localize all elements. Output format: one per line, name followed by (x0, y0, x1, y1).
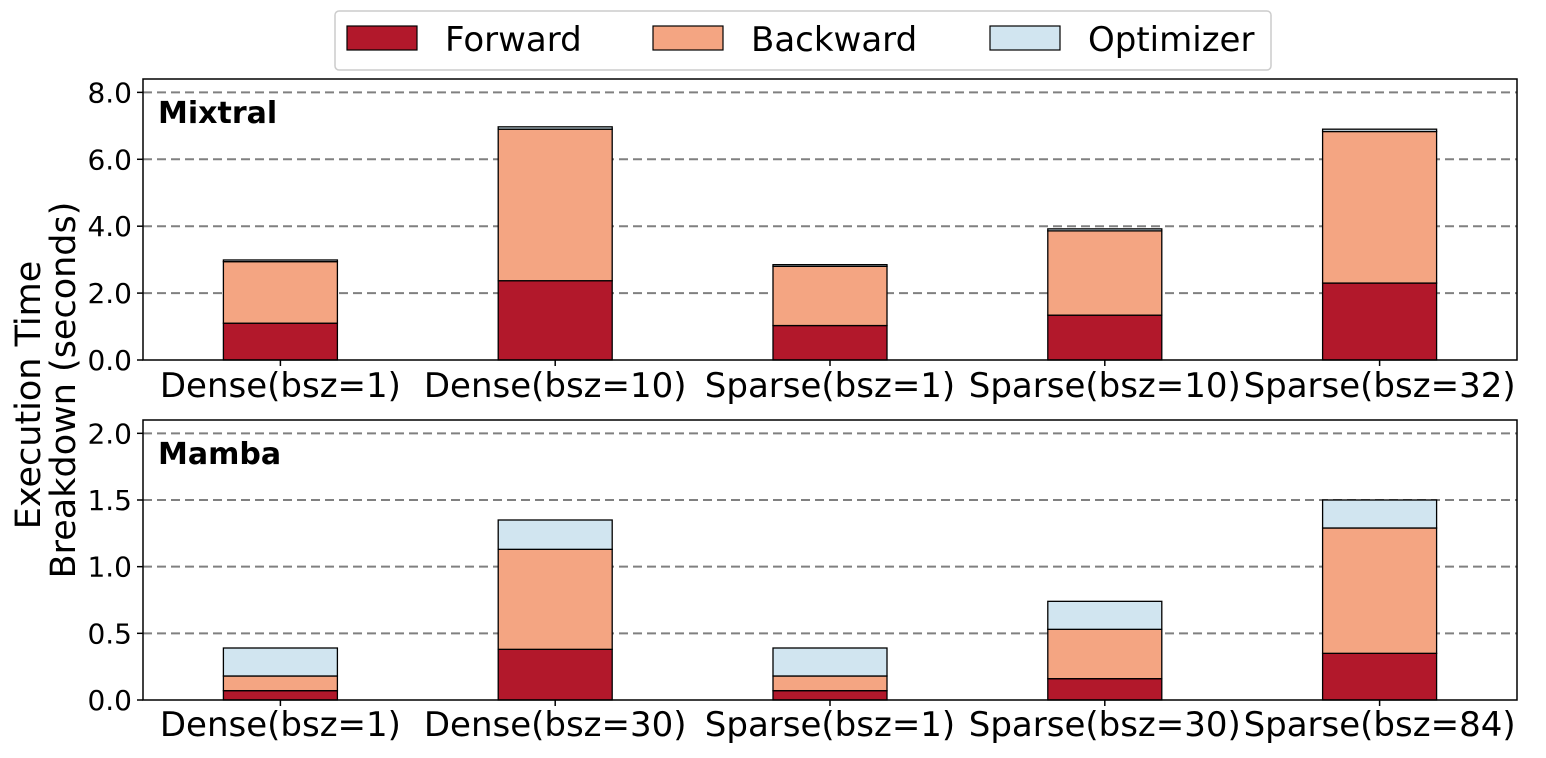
mamba-bar-optimizer-3 (1047, 600, 1163, 630)
mixtral-panel-title: Mixtral (158, 96, 277, 131)
mixtral-category-label-1: Dense(bsz=10) (424, 366, 687, 406)
mamba-bar-backward-0 (222, 675, 339, 692)
legend-label-optimizer: Optimizer (1088, 20, 1254, 60)
mamba-category-label-1: Dense(bsz=30) (424, 705, 687, 745)
mamba-ytick-label-3: 1.5 (87, 484, 132, 517)
mamba-bar-forward-4 (1321, 652, 1438, 701)
mixtral-bar-backward-4 (1321, 130, 1438, 284)
mamba-bar-forward-0 (222, 690, 339, 701)
legend-swatch-backward (652, 25, 724, 51)
mixtral-ytick-label-2: 4.0 (87, 210, 132, 243)
mixtral-bar-backward-1 (497, 128, 613, 282)
mamba-ytick-label-4: 2.0 (87, 417, 132, 450)
mixtral-bar-backward-0 (222, 260, 339, 324)
mamba-ytick-label-2: 1.0 (87, 551, 132, 584)
mixtral-bar-forward-4 (1321, 282, 1438, 361)
y-axis-label-line-1: Execution Time (9, 261, 49, 530)
mamba-category-label-2: Sparse(bsz=1) (705, 705, 955, 745)
mixtral-bar-backward-2 (772, 265, 888, 327)
mixtral-ytick-label-4: 8.0 (87, 76, 132, 109)
mamba-bar-forward-3 (1047, 678, 1163, 701)
mamba-category-label-0: Dense(bsz=1) (160, 705, 401, 745)
mamba-panel-title: Mamba (158, 437, 281, 472)
mixtral-category-label-3: Sparse(bsz=10) (969, 366, 1241, 406)
mixtral-bar-optimizer-2 (772, 264, 888, 267)
mixtral-category-label-4: Sparse(bsz=32) (1244, 366, 1516, 406)
mamba-bar-backward-2 (772, 675, 888, 692)
mixtral-bar-forward-3 (1047, 314, 1163, 361)
mamba-bar-optimizer-4 (1321, 499, 1438, 529)
mamba-bar-optimizer-2 (772, 647, 888, 677)
mixtral-bar-optimizer-4 (1321, 128, 1438, 133)
mixtral-bar-backward-3 (1047, 230, 1163, 316)
mamba-category-label-3: Sparse(bsz=30) (969, 705, 1241, 745)
mixtral-ytick-label-3: 6.0 (87, 143, 132, 176)
mamba-bar-backward-1 (497, 548, 613, 650)
mamba-bar-optimizer-0 (222, 647, 339, 677)
mixtral-ytick-label-0: 0.0 (87, 344, 132, 377)
mixtral-bar-forward-1 (497, 280, 613, 361)
legend-swatch-optimizer (989, 25, 1061, 51)
legend-label-backward: Backward (751, 20, 917, 60)
mamba-bar-backward-3 (1047, 628, 1163, 680)
legend-swatch-forward (346, 25, 418, 51)
mixtral-bar-forward-2 (772, 324, 888, 361)
mamba-bar-forward-2 (772, 690, 888, 701)
mixtral-bar-forward-0 (222, 322, 339, 361)
mixtral-ytick-label-1: 2.0 (87, 277, 132, 310)
mamba-bar-forward-1 (497, 648, 613, 701)
mixtral-category-label-0: Dense(bsz=1) (160, 366, 401, 406)
mixtral-category-label-2: Sparse(bsz=1) (705, 366, 955, 406)
mamba-ytick-label-0: 0.0 (87, 684, 132, 717)
mamba-bar-optimizer-1 (497, 519, 613, 550)
mamba-ytick-label-1: 0.5 (87, 617, 132, 650)
y-axis-label-line-2: Breakdown (seconds) (44, 202, 84, 579)
mamba-bar-backward-4 (1321, 527, 1438, 654)
legend-label-forward: Forward (445, 20, 582, 60)
mamba-category-label-4: Sparse(bsz=84) (1244, 705, 1516, 745)
mixtral-bar-optimizer-1 (497, 126, 613, 130)
mixtral-bar-optimizer-3 (1047, 228, 1163, 232)
mixtral-bar-optimizer-0 (222, 259, 339, 263)
